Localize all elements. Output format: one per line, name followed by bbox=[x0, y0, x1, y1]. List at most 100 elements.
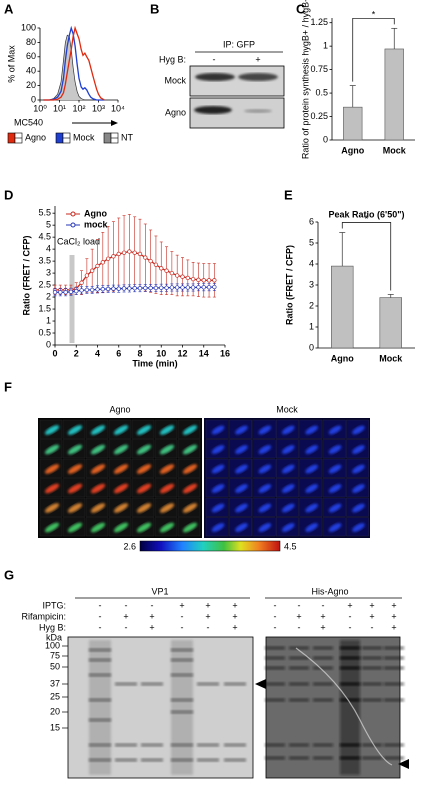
cell-signal bbox=[235, 523, 248, 532]
cell-signal bbox=[328, 503, 342, 513]
cell-signal bbox=[159, 483, 175, 494]
group-label: Agno bbox=[109, 404, 130, 414]
point bbox=[153, 262, 159, 267]
cell-signal bbox=[113, 503, 129, 513]
y-tick-label: 20 bbox=[26, 80, 36, 90]
condition-label: IPTG: bbox=[42, 600, 66, 610]
cell-signal bbox=[113, 464, 129, 474]
cell-signal bbox=[136, 464, 152, 474]
point bbox=[137, 251, 143, 257]
legend-label: Agno bbox=[84, 208, 107, 218]
condition-sign: + bbox=[205, 611, 210, 621]
x-tick-label: 14 bbox=[199, 348, 209, 358]
point bbox=[90, 268, 95, 273]
gel-lane bbox=[340, 640, 360, 775]
cell-signal bbox=[235, 503, 248, 513]
significance-label: * bbox=[365, 214, 369, 224]
point bbox=[111, 254, 116, 259]
marker-label: 100 bbox=[45, 640, 60, 650]
condition-sign: + bbox=[320, 611, 325, 621]
gel-band bbox=[362, 666, 382, 670]
point bbox=[201, 278, 206, 283]
gel-band bbox=[362, 756, 382, 760]
band bbox=[238, 73, 278, 81]
y-tick-label: 1 bbox=[323, 41, 328, 51]
x-tick-label: 0 bbox=[52, 348, 57, 358]
cell-signal bbox=[235, 484, 248, 493]
y-tick-label: 3.5 bbox=[38, 255, 51, 265]
condition-sign: + bbox=[149, 611, 154, 621]
cell-signal bbox=[258, 503, 272, 513]
condition-sign: - bbox=[371, 622, 374, 632]
cell-signal bbox=[182, 503, 198, 513]
y-tick-label: 2 bbox=[309, 300, 314, 310]
gel-band bbox=[265, 698, 285, 702]
y-axis-label: % of Max bbox=[6, 45, 16, 83]
marker-label: 75 bbox=[50, 650, 60, 660]
panel-label: F bbox=[4, 379, 12, 394]
condition-sign: + bbox=[205, 600, 210, 610]
y-tick-label: 3 bbox=[46, 267, 51, 277]
annotation: CaCl₂ load bbox=[57, 236, 100, 246]
y-tick-label: 1.25 bbox=[310, 17, 328, 27]
colorbar-label: 4.5 bbox=[284, 541, 297, 551]
gel-band bbox=[265, 743, 285, 747]
cell-signal bbox=[44, 425, 60, 435]
legend-swatch bbox=[70, 222, 76, 228]
load-marker bbox=[69, 255, 75, 343]
cell-signal bbox=[258, 425, 272, 435]
point bbox=[52, 290, 58, 295]
point bbox=[212, 284, 217, 290]
cell-signal bbox=[328, 445, 342, 454]
cell-signal bbox=[235, 464, 248, 474]
cell-signal bbox=[67, 444, 83, 455]
gel-band bbox=[289, 698, 309, 702]
x-tick-label: Mock bbox=[383, 145, 407, 155]
series-line bbox=[43, 34, 105, 101]
cell-signal bbox=[281, 523, 295, 532]
cell-signal bbox=[305, 523, 318, 532]
x-tick-label: 10 bbox=[156, 348, 166, 358]
row-label: Mock bbox=[164, 75, 186, 85]
gel bbox=[265, 636, 401, 779]
y-tick-label: 1.5 bbox=[38, 303, 51, 313]
cell-signal bbox=[67, 425, 83, 435]
condition-sign: + bbox=[232, 611, 237, 621]
condition-label: Hyg B: bbox=[39, 622, 66, 632]
cell-signal bbox=[113, 425, 129, 435]
gel-band bbox=[384, 646, 404, 650]
point bbox=[121, 286, 127, 291]
cell-signal bbox=[281, 484, 295, 493]
cell-signal bbox=[44, 483, 60, 494]
panel-label: G bbox=[4, 567, 14, 582]
gel-band bbox=[141, 758, 163, 762]
cell-signal bbox=[67, 503, 83, 513]
y-tick-label: 3 bbox=[309, 279, 314, 289]
condition-sign: + bbox=[347, 600, 352, 610]
point bbox=[58, 290, 63, 295]
band bbox=[195, 73, 235, 81]
cell-signal bbox=[113, 483, 129, 494]
point bbox=[132, 250, 137, 255]
x-tick-label: 16 bbox=[220, 348, 230, 358]
condition-sign: - bbox=[99, 611, 102, 621]
point bbox=[143, 285, 148, 291]
y-axis-label: Ratio of protein synthesis hygB+ / hygB- bbox=[300, 0, 310, 159]
gel-band bbox=[289, 756, 309, 760]
cell-signal bbox=[182, 464, 198, 474]
point bbox=[143, 255, 148, 260]
gel-band bbox=[265, 666, 285, 670]
cell-signal bbox=[235, 425, 248, 435]
point bbox=[175, 273, 180, 278]
legend-swatch bbox=[70, 211, 76, 217]
gel-band bbox=[313, 698, 333, 702]
y-tick-label: 0 bbox=[323, 134, 328, 144]
point bbox=[169, 270, 175, 276]
gel-band bbox=[115, 743, 137, 747]
gel-band bbox=[265, 656, 285, 660]
point bbox=[148, 285, 153, 291]
cell-signal bbox=[136, 425, 152, 435]
cell-signal bbox=[136, 444, 152, 455]
marker-label: 25 bbox=[50, 691, 60, 701]
